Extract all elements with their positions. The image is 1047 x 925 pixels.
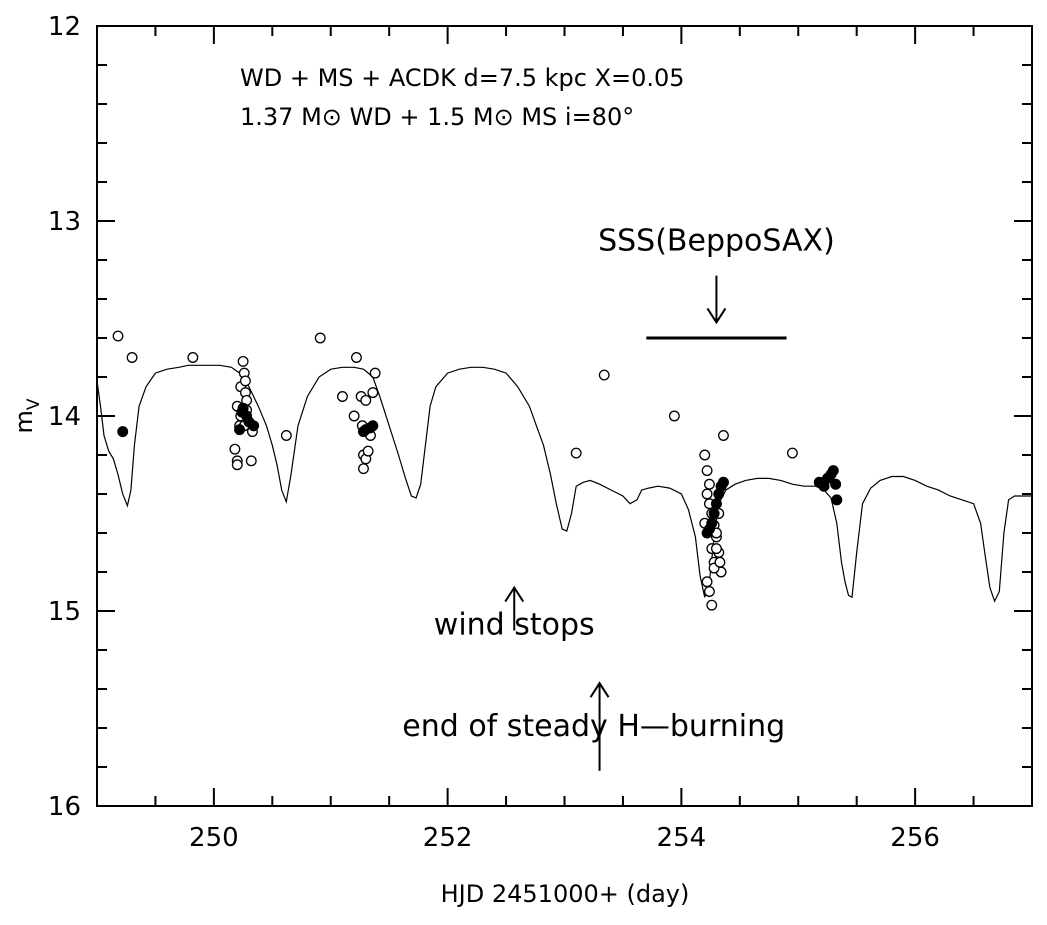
x-tick-label: 254 bbox=[657, 823, 707, 853]
observation-open-point bbox=[703, 586, 715, 597]
y-tick-label: 15 bbox=[48, 597, 81, 627]
x-tick-label: 250 bbox=[189, 823, 239, 853]
chart-title-line-1: WD + MS + ACDK d=7.5 kpc X=0.05 bbox=[240, 64, 685, 92]
annotation-arrowhead bbox=[589, 681, 610, 698]
observation-open-point bbox=[369, 367, 381, 379]
chart-title-line-2: 1.37 M⊙ WD + 1.5 M⊙ MS i=80° bbox=[240, 103, 634, 131]
y-tick-label: 13 bbox=[48, 207, 81, 237]
observation-open-point bbox=[280, 430, 292, 441]
observation-open-point bbox=[714, 556, 726, 568]
svg-text:mV: mV bbox=[10, 398, 44, 433]
observation-open-point bbox=[348, 410, 360, 422]
observation-filled-point bbox=[236, 406, 248, 418]
observation-open-point bbox=[336, 391, 348, 402]
y-axis-label-subscript: V bbox=[24, 398, 44, 410]
observation-open-point bbox=[239, 375, 251, 387]
y-axis-label-main: m bbox=[10, 410, 38, 433]
y-tick-label: 16 bbox=[48, 792, 81, 822]
observation-open-point bbox=[598, 369, 610, 381]
observation-filled-point bbox=[831, 494, 843, 506]
x-tick-label: 252 bbox=[423, 823, 473, 853]
observation-filled-point bbox=[248, 420, 260, 432]
observation-open-point bbox=[126, 352, 138, 363]
observation-filled-point bbox=[827, 465, 839, 477]
observation-open-point bbox=[358, 463, 369, 475]
annotations: SSS(BeppoSAX) wind stops end of steady H—b… bbox=[402, 223, 835, 771]
y-tick-label: 12 bbox=[48, 12, 81, 42]
observation-filled-point bbox=[234, 424, 246, 436]
observation-open-point bbox=[570, 447, 582, 459]
observation-filled-point bbox=[117, 426, 129, 438]
observation-open-point bbox=[237, 355, 249, 367]
observation-filled-point bbox=[717, 476, 729, 488]
x-axis-label: HJD 2451000+ (day) bbox=[441, 880, 690, 908]
observation-filled-point bbox=[706, 517, 718, 529]
observation-filled-point bbox=[830, 478, 842, 490]
observation-open-point bbox=[245, 455, 257, 467]
observation-filled-point bbox=[708, 508, 720, 519]
observation-open-point bbox=[360, 394, 372, 406]
observation-open-point bbox=[229, 443, 241, 455]
annotation-text: wind stops bbox=[434, 607, 595, 642]
annotation-text: end of steady H—burning bbox=[402, 709, 785, 744]
observation-open-point bbox=[668, 410, 680, 422]
tick-marks bbox=[96, 25, 1033, 807]
tick-labels: 250 252 254 256 12 13 14 15 16 bbox=[48, 12, 940, 853]
annotation-arrowhead bbox=[706, 307, 727, 325]
model-light-curve bbox=[96, 364, 1032, 603]
observation-open-point bbox=[112, 330, 124, 342]
observation-open-point bbox=[710, 543, 722, 555]
observation-open-point bbox=[351, 352, 362, 363]
observation-open-point bbox=[701, 576, 713, 588]
observation-open-point bbox=[367, 387, 379, 399]
annotation-arrowhead bbox=[504, 585, 525, 603]
observation-open-point bbox=[231, 459, 243, 471]
y-tick-label: 14 bbox=[48, 402, 81, 432]
observation-open-point bbox=[187, 352, 199, 363]
x-tick-label: 256 bbox=[890, 823, 940, 853]
observation-open-point bbox=[786, 447, 798, 459]
observation-filled-point bbox=[367, 420, 379, 432]
observation-open-point bbox=[314, 332, 326, 344]
y-axis-label: mV bbox=[10, 398, 44, 433]
annotation-text: SSS(BeppoSAX) bbox=[598, 223, 835, 258]
observation-open-point bbox=[701, 488, 713, 500]
observation-open-point bbox=[699, 449, 711, 461]
observation-open-point bbox=[703, 478, 715, 490]
observation-open-point bbox=[701, 465, 713, 477]
observation-filled-point bbox=[710, 498, 722, 510]
data-marks bbox=[96, 330, 1032, 611]
observation-open-point bbox=[718, 430, 729, 441]
observation-open-point bbox=[362, 445, 374, 457]
observation-open-point bbox=[706, 599, 718, 611]
